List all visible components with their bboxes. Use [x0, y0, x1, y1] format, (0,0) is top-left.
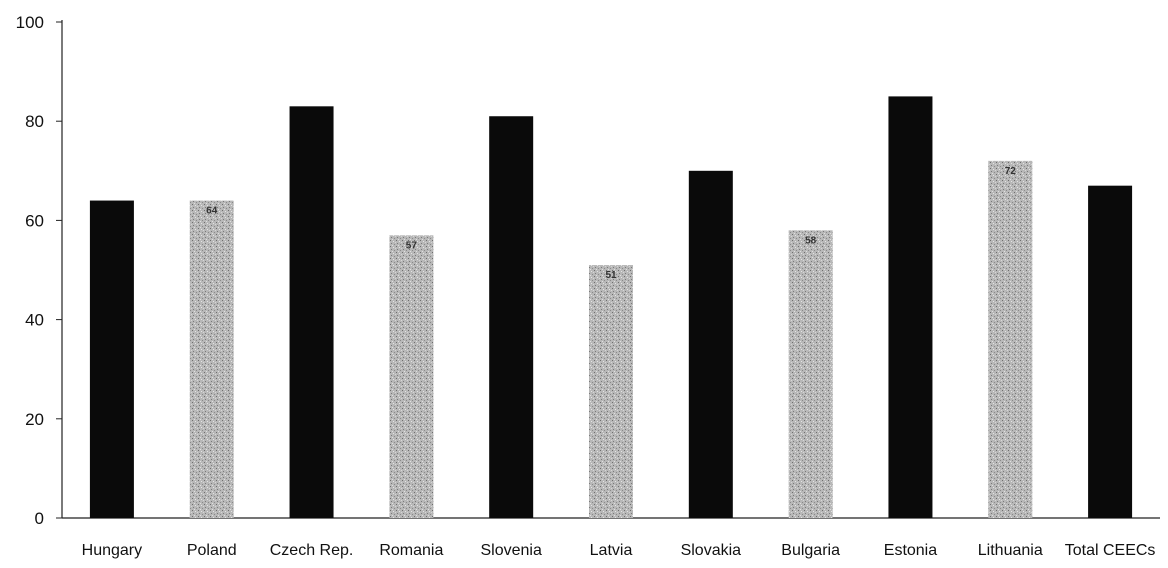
- bar: [888, 96, 933, 519]
- x-axis: Hungary Poland Czech Rep. Romania Slovenia La…: [62, 517, 1160, 559]
- bar: [389, 235, 434, 518]
- x-tick-label: Estonia: [884, 542, 937, 559]
- x-tick-label: Poland: [187, 542, 237, 559]
- y-tick-label: 20: [25, 410, 44, 429]
- data-label: 72: [1005, 166, 1017, 177]
- y-tick-label: 60: [25, 211, 44, 230]
- x-tick-label: Total CEECs: [1065, 542, 1156, 559]
- y-axis: 0 20 40 60 80 100: [16, 13, 63, 528]
- y-tick-label: 40: [25, 311, 44, 330]
- x-tick-label: Hungary: [82, 542, 142, 559]
- bar: [189, 200, 234, 518]
- y-tick-label: 100: [16, 13, 44, 32]
- bars: [89, 96, 1133, 519]
- x-tick-label: Slovakia: [681, 542, 742, 559]
- bar: [289, 106, 334, 518]
- x-tick-label: Latvia: [590, 542, 633, 559]
- x-tick-label: Czech Rep.: [270, 542, 354, 559]
- bar: [688, 170, 733, 519]
- bar: [788, 230, 833, 518]
- bar: [988, 160, 1033, 518]
- bar: [1088, 185, 1133, 518]
- x-tick-label: Bulgaria: [781, 542, 840, 559]
- y-tick-label: 0: [35, 509, 44, 528]
- data-label: 58: [805, 235, 817, 246]
- bar: [89, 200, 134, 518]
- x-tick-label: Lithuania: [978, 542, 1043, 559]
- data-label: 64: [206, 206, 218, 217]
- data-label: 51: [605, 270, 617, 281]
- data-label: 57: [406, 240, 418, 251]
- bar: [489, 116, 534, 519]
- x-tick-label: Romania: [379, 542, 443, 559]
- data-labels: 64 57 51 58 72: [206, 166, 1016, 281]
- x-tick-label: Slovenia: [480, 542, 541, 559]
- bar: [589, 265, 633, 518]
- y-tick-label: 80: [25, 112, 44, 131]
